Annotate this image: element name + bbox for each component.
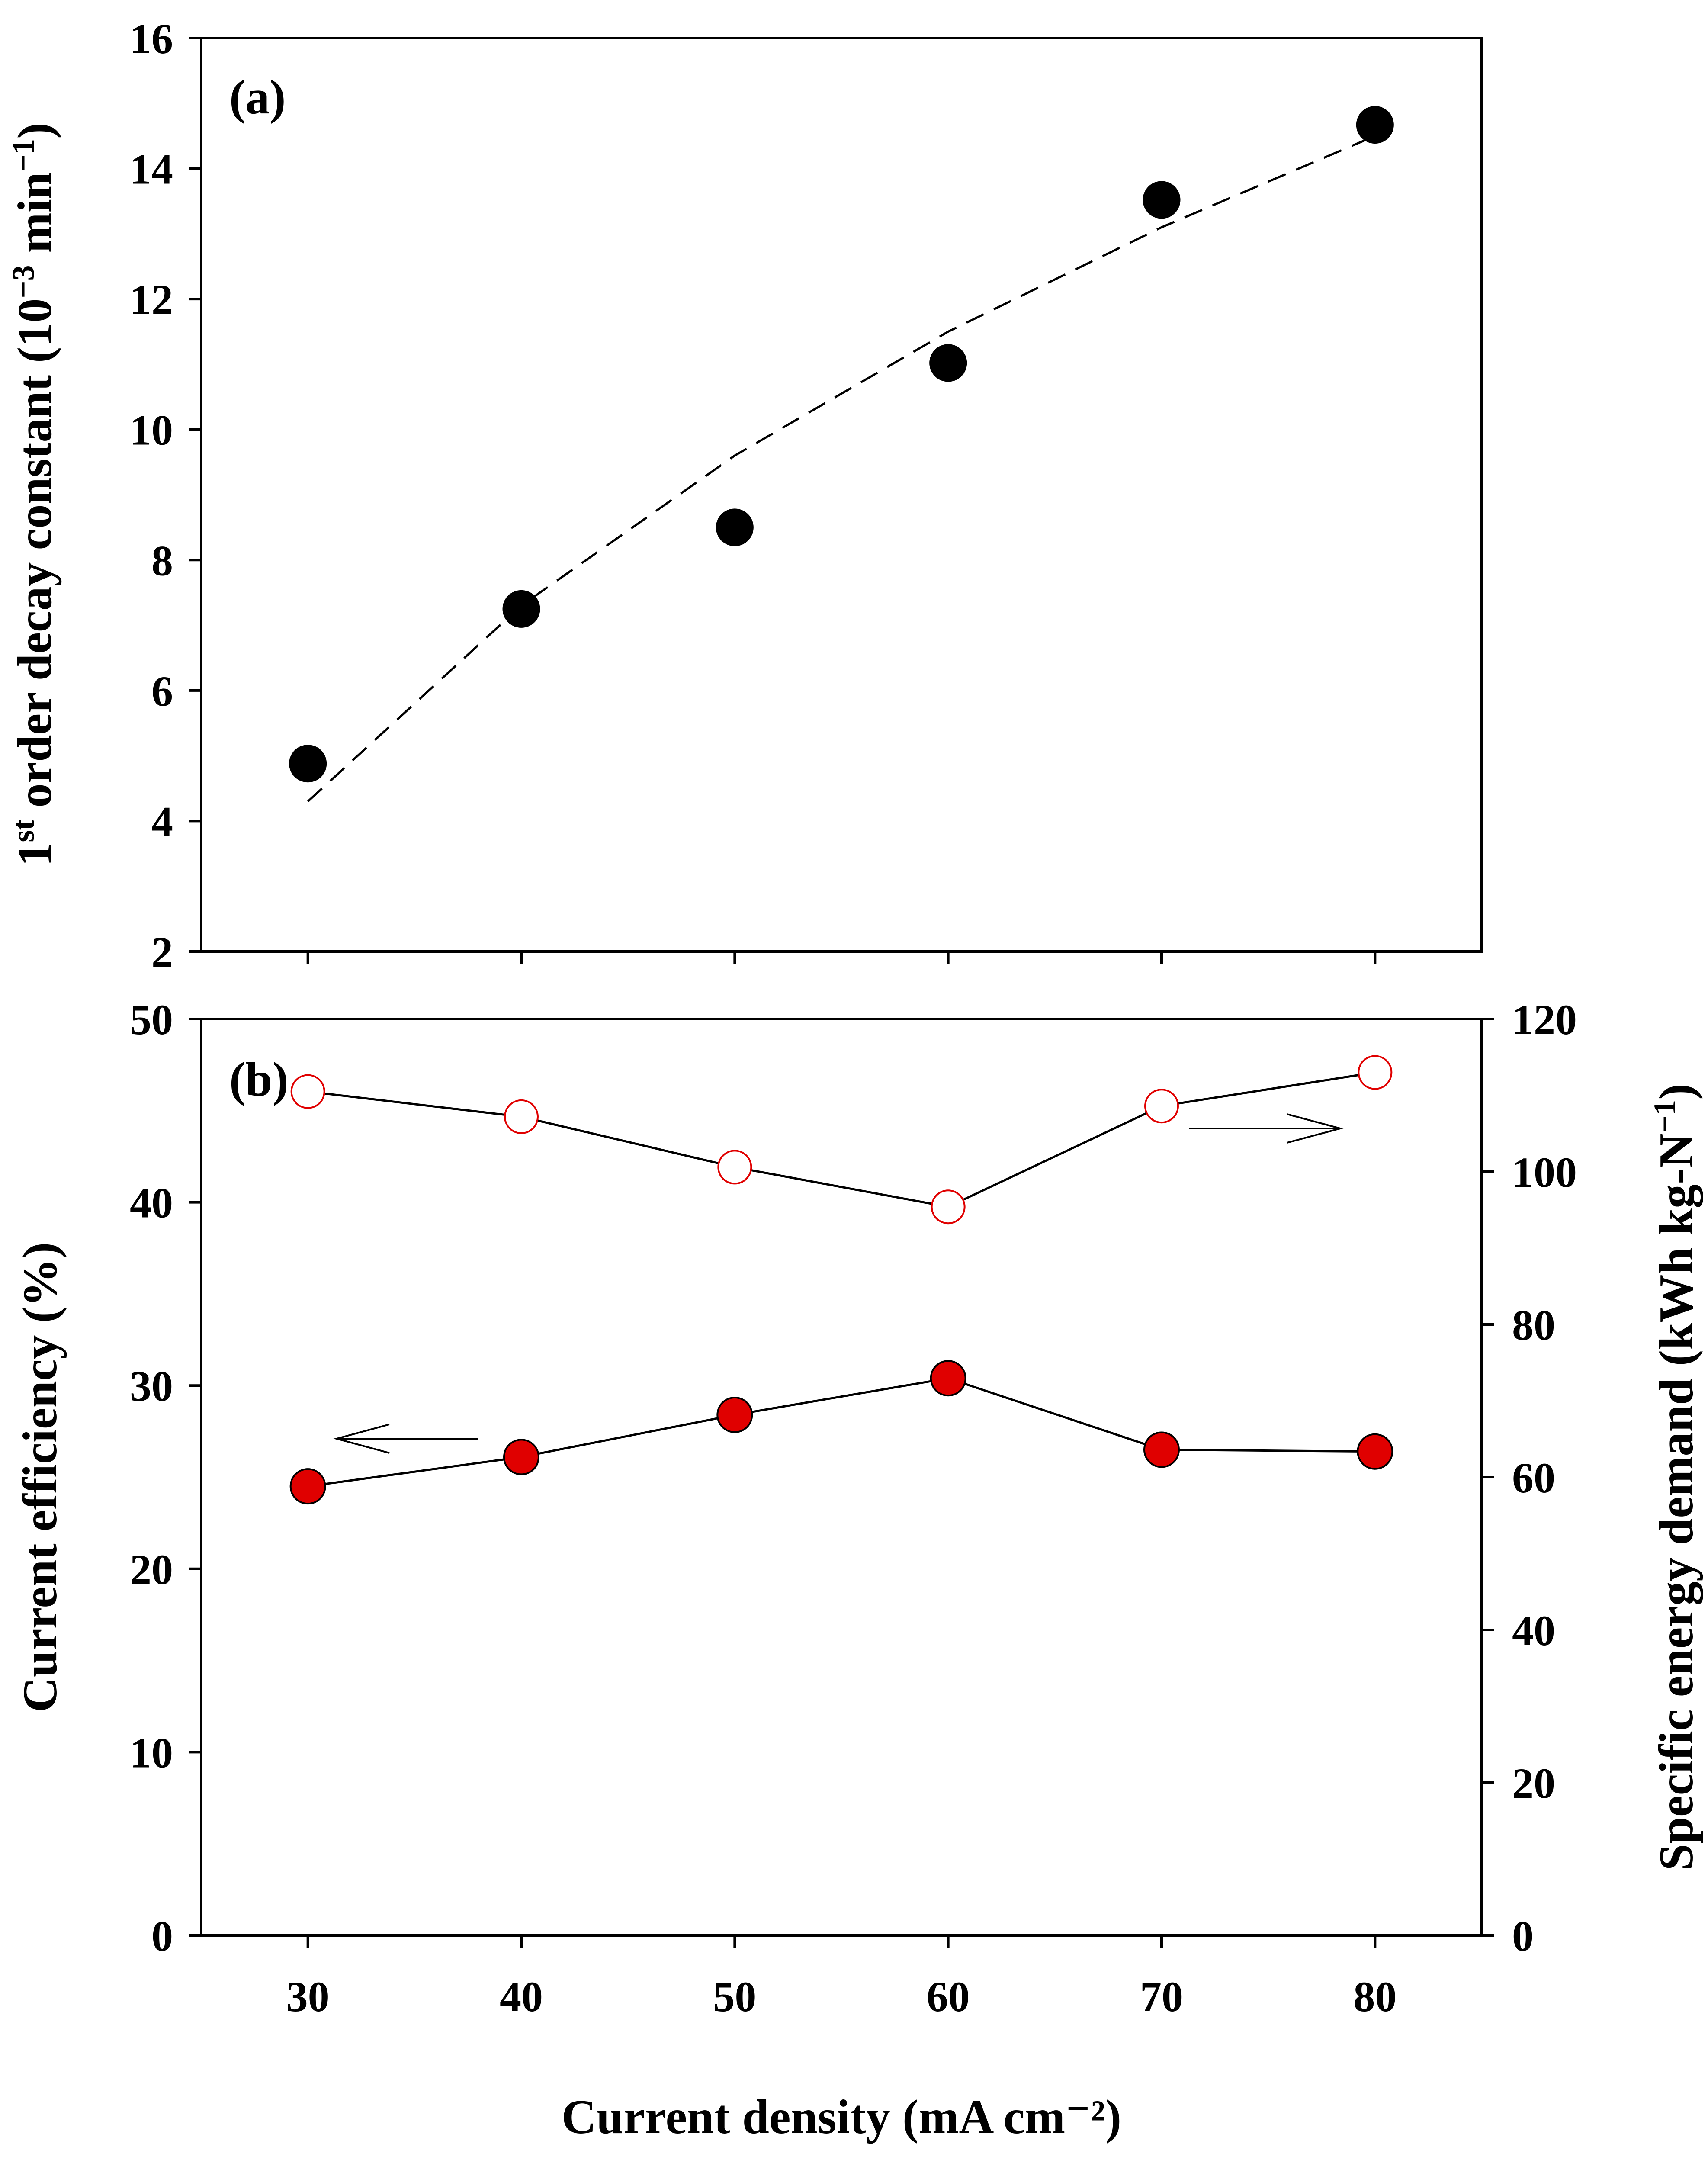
panel-b-right-y-tick-label: 100 [1512,1148,1577,1196]
panel-b-right-y-ticks: 0 20 40 60 80 100 120 [1482,996,1577,1960]
panel-b-frame [200,1018,1483,1937]
current-efficiency-point [716,1396,753,1433]
decay-constant-point [289,745,327,783]
panel-b-right-y-tick-label: 80 [1512,1301,1555,1349]
current-efficiency-line [308,1377,1375,1488]
current-efficiency-point [289,1468,326,1505]
panel-a-frame [200,37,1483,953]
specific-energy-demand-point [504,1099,539,1134]
panel-b-right-y-tick-label: 0 [1512,1912,1534,1960]
panel-b-right-y-axis-title: Specific energy demand (kWh kg-N−1) [1647,1083,1703,1871]
panel-b-left-y-ticks: 0 10 20 30 40 50 [130,996,201,1960]
panel-a-y-tick-label: 16 [130,15,173,63]
current-efficiency-point [930,1360,966,1397]
decay-constant-point [929,344,967,382]
panel-b-label: (b) [229,1053,289,1106]
current-efficiency-point [503,1439,539,1475]
panel-a-label: (a) [229,71,286,124]
x-axis-title: Current density (mA cm⁻²) [562,2090,1121,2144]
panel-a-y-tick-label: 12 [130,276,173,324]
panel-b-left-y-tick-label: 0 [151,1912,173,1960]
decay-constant-point [716,508,754,546]
specific-energy-demand-point [290,1074,325,1109]
current-efficiency-point [1143,1431,1180,1468]
panel-a-y-tick-label: 14 [130,145,173,193]
panel-a: (a) 2 4 6 8 10 12 14 16 1st order decay constan… [6,15,1483,976]
decay-constant-point [1356,106,1394,144]
panel-b-left-y-tick-label: 20 [130,1546,173,1594]
specific-energy-demand-point [717,1150,752,1185]
panel-a-y-tick-label: 2 [151,928,173,976]
panel-b-right-y-tick-label: 60 [1512,1454,1555,1502]
specific-energy-demand-point [1144,1089,1179,1124]
specific-energy-demand-line [308,1071,1375,1208]
panel-a-y-ticks: 2 4 6 8 10 12 14 16 [130,15,201,976]
panel-b-x-tick-label: 80 [1353,1973,1397,2021]
panel-b-x-tick-label: 60 [927,1973,970,2021]
panel-a-y-tick-label: 10 [130,406,173,454]
panel-b-left-y-tick-label: 40 [130,1179,173,1227]
panel-a-y-tick-label: 8 [151,537,173,585]
panel-b: (b) 0 10 20 30 40 50 0 20 40 60 80 100 120 30 40 50 60… [13,996,1703,2021]
panel-b-x-tick-label: 70 [1140,1973,1183,2021]
decay-constant-point [502,590,540,628]
panel-a-points [289,106,1394,783]
decay-constant-point [1143,181,1181,219]
current-efficiency-point [1357,1433,1393,1470]
panel-a-fit-line [307,135,1376,803]
specific-energy-demand-point [1358,1055,1393,1090]
panel-b-x-ticks: 30 40 50 60 70 80 [286,1935,1397,2021]
arrow-left-annotation [333,1424,478,1454]
panel-b-x-tick-label: 30 [286,1973,330,2021]
panel-b-left-y-axis-title: Current efficiency (%) [13,1242,67,1712]
panel-a-y-tick-label: 6 [151,667,173,715]
panel-a-y-axis-title: 1st order decay constant (10−3 min−1) [6,123,62,867]
arrow-right-annotation [1189,1113,1344,1144]
panel-b-left-y-tick-label: 50 [130,996,173,1044]
specific-energy-demand-point [931,1189,966,1225]
panel-a-y-tick-label: 4 [151,797,173,845]
panel-b-x-tick-label: 50 [713,1973,756,2021]
panel-b-points [289,1055,1393,1505]
panel-b-right-y-tick-label: 20 [1512,1759,1555,1807]
panel-b-left-y-tick-label: 10 [130,1729,173,1777]
panel-b-right-y-tick-label: 120 [1512,996,1577,1044]
panel-a-x-ticks [306,951,1377,964]
panel-b-left-y-tick-label: 30 [130,1362,173,1410]
panel-b-x-tick-label: 40 [500,1973,543,2021]
panel-b-right-y-tick-label: 40 [1512,1607,1555,1655]
